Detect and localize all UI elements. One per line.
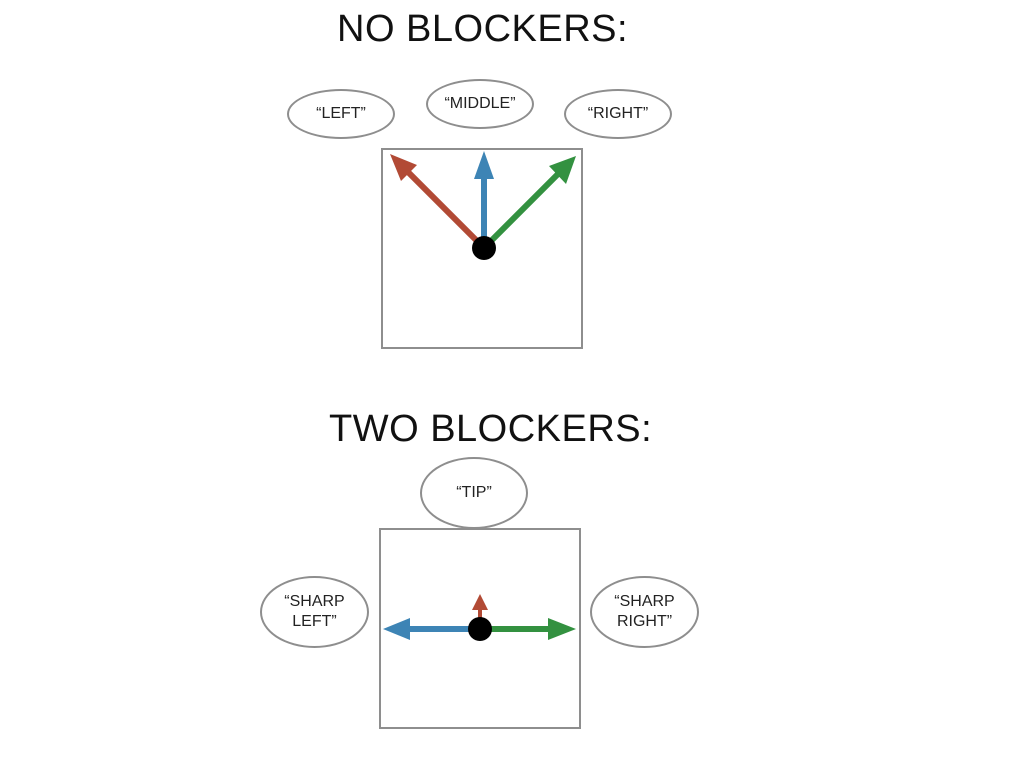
no-blockers-title: NO BLOCKERS:	[337, 8, 629, 50]
sharp-right-label: “SHARP RIGHT”	[614, 593, 675, 630]
tip-arrow-head	[472, 594, 488, 610]
left-arrow-shaft	[404, 168, 487, 251]
middle-arrow-head	[474, 151, 494, 179]
sharp-left-label-oval: “SHARP LEFT”	[260, 576, 369, 648]
left-label-oval: “LEFT”	[287, 89, 395, 139]
origin-dot-bottom	[468, 617, 492, 641]
right-arrow-shaft	[481, 169, 563, 251]
right-arrow-head	[549, 156, 576, 184]
right-label-oval: “RIGHT”	[564, 89, 672, 139]
middle-label-oval: “MIDDLE”	[426, 79, 534, 129]
sharp-left-arrow-head	[383, 618, 410, 640]
no-blockers-box	[381, 148, 583, 349]
sharp-left-label: “SHARP LEFT”	[284, 593, 345, 630]
middle-label: “MIDDLE”	[444, 95, 516, 112]
sharp-right-label-oval: “SHARP RIGHT”	[590, 576, 699, 648]
two-blockers-title: TWO BLOCKERS:	[329, 408, 653, 450]
sharp-right-arrow-head	[548, 618, 576, 640]
two-blockers-box	[379, 528, 581, 729]
origin-dot	[472, 236, 496, 260]
right-label: “RIGHT”	[587, 105, 649, 122]
tip-label: “TIP”	[456, 484, 492, 501]
tip-label-oval: “TIP”	[420, 457, 528, 529]
left-arrow-head	[390, 154, 417, 181]
left-label: “LEFT”	[316, 105, 366, 122]
